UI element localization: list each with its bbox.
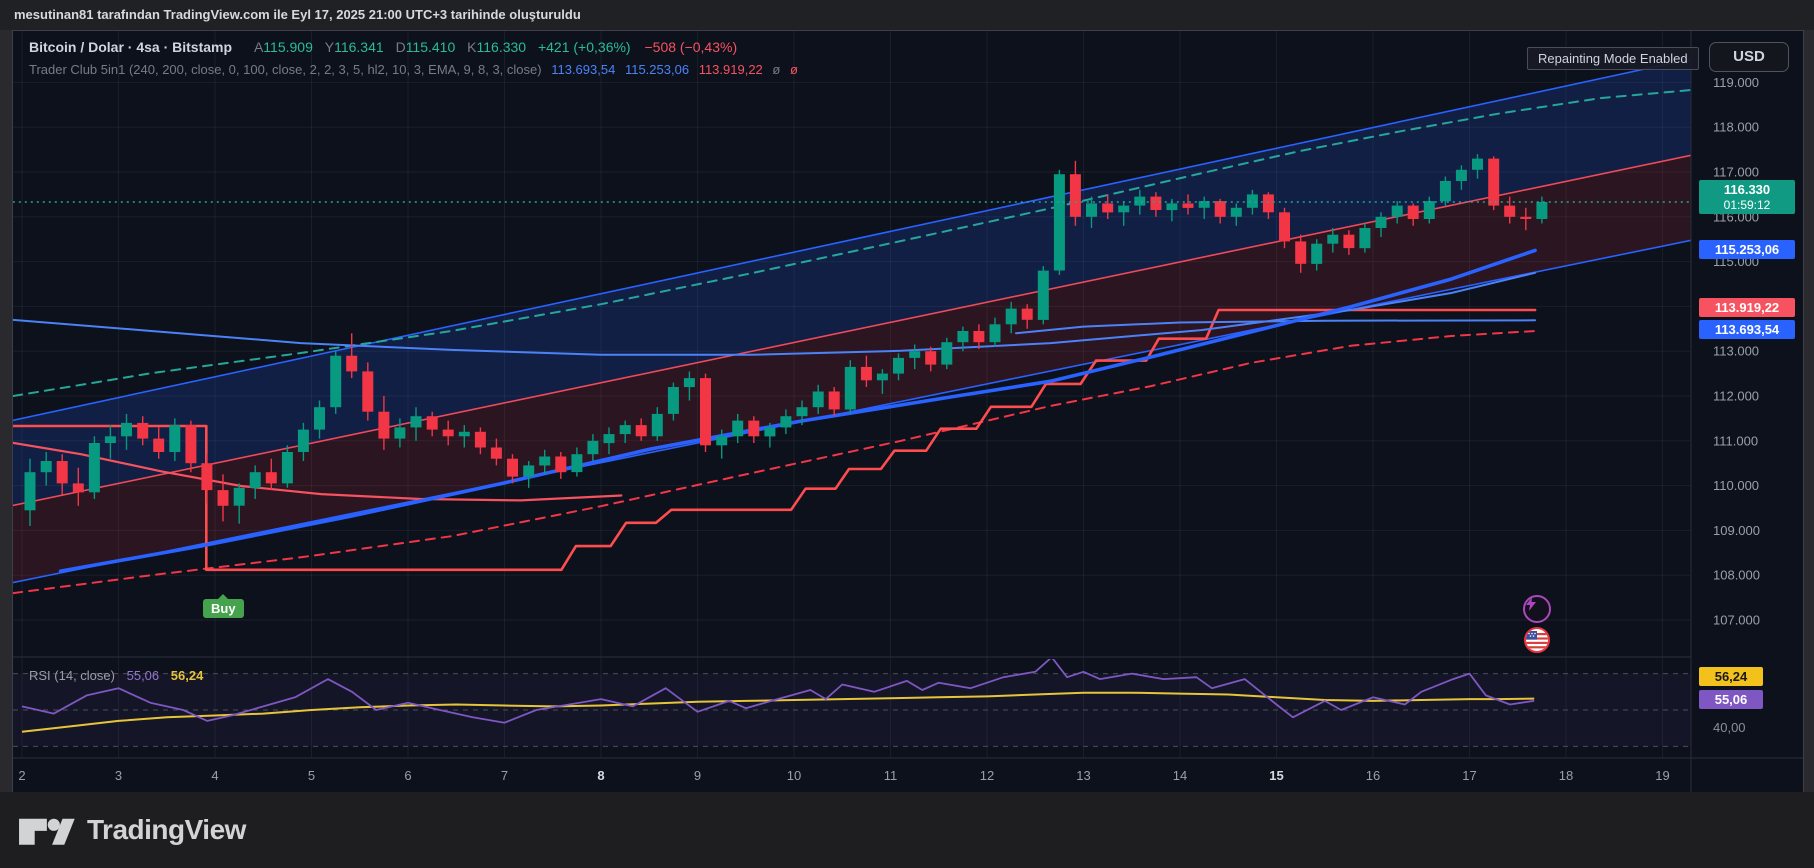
symbol-header: Bitcoin / Dolar · 4sa · Bitstamp A115.90…: [29, 39, 737, 55]
attribution-bar: mesutinan81 tarafından TradingView.com i…: [0, 0, 1814, 30]
time-tick-label[interactable]: 19: [1655, 768, 1669, 783]
overlay-upper-channel: [13, 58, 1691, 422]
buy-signal-text: Buy: [211, 601, 236, 616]
price-tick-label[interactable]: 119.000: [1713, 75, 1759, 90]
rsi-line: [21, 659, 1535, 724]
chart-widget: 119.000118.000117.000116.000115.000114.0…: [12, 30, 1804, 794]
time-tick-label[interactable]: 13: [1076, 768, 1090, 783]
rsi-pane: [13, 659, 1691, 747]
price-tick-label[interactable]: 113.000: [1713, 344, 1759, 359]
rsi-header-ma-value: 56,24: [170, 668, 204, 683]
time-tick-label[interactable]: 7: [501, 768, 508, 783]
tradingview-logo-icon[interactable]: [15, 810, 77, 850]
us-flag-icon[interactable]: [1524, 627, 1550, 653]
open-label: A: [253, 39, 264, 55]
time-tick-label[interactable]: 15: [1269, 768, 1283, 783]
indicator-value-1: 113.693,54: [551, 62, 616, 77]
indicator-price-label-blue-upper: 115.253,06: [1699, 240, 1795, 259]
indicator-value-4: ø: [772, 62, 781, 77]
rsi-tick-40: 40,00: [1713, 720, 1746, 735]
high-value: 116.341: [334, 39, 384, 55]
time-tick-label[interactable]: 12: [980, 768, 994, 783]
price-tick-label[interactable]: 107.000: [1713, 613, 1760, 628]
rsi-header-value: 55,06: [126, 668, 160, 683]
price-tick-label[interactable]: 108.000: [1713, 568, 1760, 583]
price-tick-label[interactable]: 109.000: [1713, 523, 1760, 538]
time-tick-label[interactable]: 10: [787, 768, 801, 783]
rsi-ma-line: [21, 691, 1535, 733]
time-tick-label[interactable]: 4: [211, 768, 218, 783]
last-price-label: 116.330 01:59:12: [1699, 180, 1795, 214]
price-tick-label[interactable]: 117.000: [1713, 165, 1759, 180]
time-tick-label[interactable]: 11: [884, 768, 898, 783]
indicator-price-label-blue-lower: 113.693,54: [1699, 320, 1795, 339]
footer-brand-text[interactable]: TradingView: [87, 814, 246, 845]
time-tick-label[interactable]: 16: [1366, 768, 1380, 783]
rsi-value-label: 55,06: [1699, 690, 1763, 709]
bar-countdown: 01:59:12: [1723, 198, 1771, 212]
close-value: 116.330: [476, 39, 527, 55]
indicator-title[interactable]: Trader Club 5in1 (240, 200, close, 0, 10…: [29, 62, 542, 77]
chart-canvas[interactable]: 119.000118.000117.000116.000115.000114.0…: [13, 31, 1803, 793]
overlay-ma-thick-blue: [58, 248, 1537, 574]
price-tick-label[interactable]: 111.000: [1713, 433, 1758, 448]
footer-bar: TradingView: [0, 792, 1814, 868]
time-tick-label[interactable]: 9: [694, 768, 701, 783]
fill-bull-zone: [13, 59, 1691, 506]
change-negative: −508 (−0,43%): [644, 39, 738, 55]
rsi-title[interactable]: RSI (14, close): [29, 668, 115, 683]
time-tick-label[interactable]: 14: [1173, 768, 1187, 783]
last-price-value: 116.330: [1723, 182, 1771, 197]
time-tick-label[interactable]: 3: [115, 768, 122, 783]
indicator-value-3: 113.919,22: [698, 62, 763, 77]
overlay-trailing-stop: [13, 308, 1537, 572]
price-tick-label[interactable]: 110.000: [1713, 478, 1759, 493]
price-tick-label[interactable]: 112.000: [1713, 389, 1759, 404]
overlay-red-dashed-ema: [13, 330, 1537, 595]
indicator-value-2: 115.253,06: [624, 62, 690, 77]
symbol-title[interactable]: Bitcoin / Dolar · 4sa · Bitstamp: [29, 39, 233, 55]
low-label: D: [395, 39, 406, 55]
high-label: Y: [324, 39, 335, 55]
currency-usd-button[interactable]: USD: [1709, 42, 1789, 72]
overlay-flat-blue: [1015, 319, 1537, 335]
indicator-price-label-red: 113.919,22: [1699, 298, 1795, 317]
price-tick-label[interactable]: 118.000: [1713, 120, 1759, 135]
low-value: 115.410: [405, 39, 456, 55]
close-label: K: [467, 39, 477, 55]
open-value: 115.909: [263, 39, 313, 55]
overlay-ma-thin-blue: [13, 271, 1537, 356]
indicator-header: Trader Club 5in1 (240, 200, close, 0, 10…: [29, 62, 804, 77]
change-positive: +421 (+0,36%): [537, 39, 631, 55]
indicator-value-5: ø: [790, 62, 798, 77]
overlay-teal-dashed-ema: [13, 89, 1691, 397]
time-tick-label[interactable]: 5: [308, 768, 315, 783]
lightning-icon[interactable]: [1523, 595, 1551, 623]
attribution-text: mesutinan81 tarafından TradingView.com i…: [14, 7, 581, 22]
rsi-ma-value-label: 56,24: [1699, 667, 1763, 686]
buy-signal-marker: Buy: [203, 594, 244, 618]
time-tick-label[interactable]: 17: [1462, 768, 1476, 783]
candles: [24, 154, 1548, 526]
rsi-header: RSI (14, close) 55,06 56,24: [29, 668, 203, 683]
time-tick-label[interactable]: 6: [404, 768, 411, 783]
time-tick-label[interactable]: 18: [1559, 768, 1573, 783]
repainting-mode-badge[interactable]: Repainting Mode Enabled: [1527, 47, 1699, 70]
time-tick-label[interactable]: 8: [597, 768, 604, 783]
time-tick-label[interactable]: 2: [18, 768, 25, 783]
